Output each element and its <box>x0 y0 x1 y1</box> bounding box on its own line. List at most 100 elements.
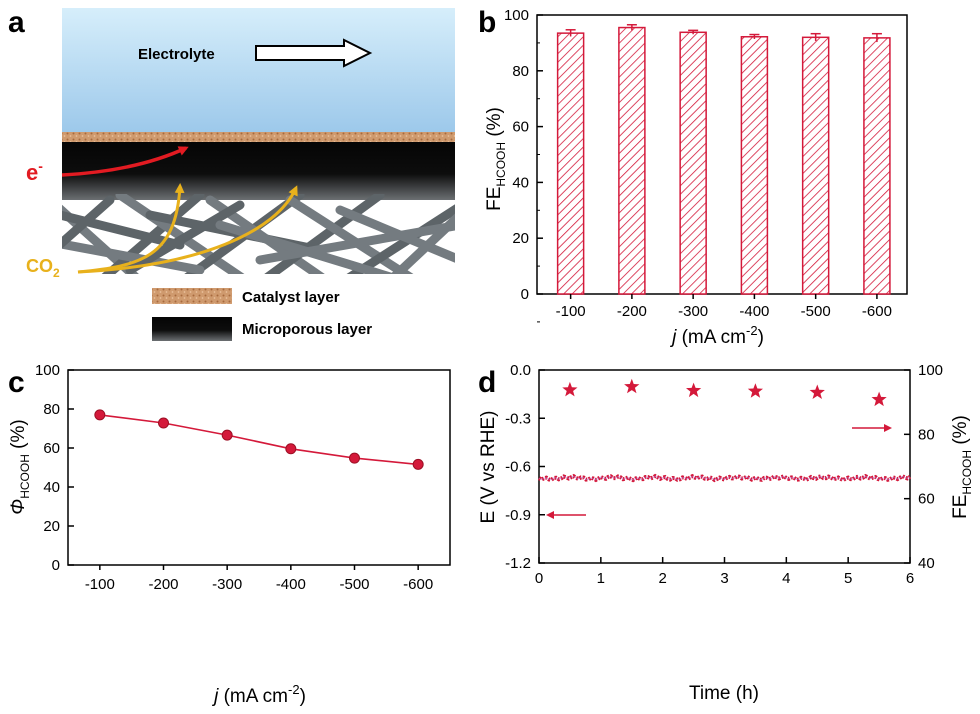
fiber <box>62 195 115 249</box>
panel-label-c: c <box>8 366 25 399</box>
y-tick-label: 40 <box>512 174 529 191</box>
data-point <box>94 409 106 421</box>
left-y-tick-label: -0.3 <box>505 410 531 427</box>
fiber <box>115 194 245 274</box>
chart-d-left-ylabel: E (V vs RHE) <box>478 411 499 524</box>
right-y-tick-label: 100 <box>918 362 943 379</box>
x-tick-label: 6 <box>906 570 914 587</box>
right-y-tick-label: 40 <box>918 555 935 572</box>
potential-trace-highlight <box>538 475 911 481</box>
x-tick-label: 2 <box>658 570 666 587</box>
series-line <box>99 414 419 466</box>
fiber <box>62 210 185 250</box>
chart-c: ΦHCOOH (%) j (mA cm-2) 0 20 40 60 80 100 -100 -… <box>8 362 451 707</box>
fiber <box>125 200 245 274</box>
chart-d-right-ylabel: FEHCOOH (%) <box>950 415 974 519</box>
x-tick-label: 5 <box>844 570 852 587</box>
plot-frame <box>67 369 451 566</box>
x-tick-label: 0 <box>535 570 543 587</box>
x-tick-label: -500 <box>801 303 831 320</box>
x-tick-label: 4 <box>782 570 790 587</box>
y-tick-label: 20 <box>43 518 60 535</box>
right-y-tick-label: 60 <box>918 491 935 508</box>
data-point <box>412 458 424 470</box>
y-tick-label: 60 <box>512 119 529 136</box>
x-tick-label: -600 <box>403 576 433 593</box>
fe-star-point <box>809 384 825 399</box>
bar <box>618 26 646 295</box>
flow-arrow-icon <box>255 38 373 68</box>
microporous-layer <box>62 142 455 200</box>
fe-star-point <box>871 391 887 407</box>
chart-d: E (V vs RHE) FEHCOOH (%) Time (h) -1.2 -0… <box>478 362 974 704</box>
legend-swatch-catalyst <box>152 288 232 304</box>
fiber <box>62 239 205 274</box>
plot-frame <box>536 14 908 295</box>
y-tick-label: 0 <box>52 557 60 574</box>
fiber-substrate <box>62 194 455 274</box>
co2-arrow-2 <box>77 185 298 274</box>
x-tick-label: -400 <box>276 576 306 593</box>
fiber <box>346 204 455 274</box>
y-tick-label: 80 <box>512 63 529 80</box>
fe-star-point <box>747 383 763 398</box>
co2-label: CO2 <box>26 256 60 280</box>
catalyst-layer <box>62 132 455 142</box>
legend-label-catalyst: Catalyst layer <box>242 289 340 306</box>
x-tick-label: -100 <box>85 576 115 593</box>
bar <box>863 37 891 295</box>
x-tick-label: -600 <box>862 303 892 320</box>
schematic: Electrolyte e- CO2 Catalyst layer Microp… <box>26 8 455 341</box>
panel-label-b: b <box>478 6 496 39</box>
y-tick-label: 20 <box>512 230 529 247</box>
x-tick-label: -300 <box>678 303 708 320</box>
fiber <box>390 213 455 274</box>
fe-star-point <box>686 382 702 398</box>
chart-b: FEHCOOH (%) j (mA cm-2) 0 20 40 60 80 100 -100… <box>484 7 908 348</box>
y-tick-label: 0 <box>521 286 529 303</box>
electron-label: e- <box>26 158 43 185</box>
data-point <box>158 417 169 429</box>
chart-c-xlabel: j (mA cm-2) <box>211 682 306 707</box>
fe-star-point <box>562 381 578 397</box>
left-y-tick-label: -0.9 <box>505 507 531 524</box>
fiber <box>264 194 385 274</box>
bar <box>740 36 769 295</box>
data-point <box>285 443 297 455</box>
chart-c-ylabel: ΦHCOOH (%) <box>8 419 32 514</box>
panel-label-a: a <box>8 6 25 39</box>
bar <box>679 31 707 295</box>
x-tick-label: 1 <box>597 570 605 587</box>
legend-swatch-microporous <box>152 317 232 341</box>
x-tick-label: -200 <box>148 576 178 593</box>
legend-label-microporous: Microporous layer <box>242 321 372 338</box>
x-tick-label: -400 <box>739 303 769 320</box>
data-point <box>349 452 360 464</box>
y-tick-label: 40 <box>43 479 60 496</box>
y-tick-label: 100 <box>35 362 60 379</box>
left-y-tick-label: 0.0 <box>510 362 531 379</box>
chart-b-ylabel: FEHCOOH (%) <box>484 107 508 211</box>
bar <box>801 36 830 295</box>
fiber <box>335 205 455 263</box>
left-y-tick-label: -0.6 <box>505 459 531 476</box>
right-y-tick-label: 80 <box>918 426 935 443</box>
x-tick-label: -300 <box>212 576 242 593</box>
y-tick-label: 60 <box>43 440 60 457</box>
electrolyte-label: Electrolyte <box>138 46 215 63</box>
x-tick-label: -500 <box>339 576 369 593</box>
fiber <box>101 194 205 274</box>
chart-b-xlabel: j (mA cm-2) <box>669 323 764 348</box>
electron-arrow <box>61 146 189 177</box>
fiber <box>255 221 455 265</box>
left-y-tick-label: -1.2 <box>505 555 531 572</box>
chart-d-xlabel: Time (h) <box>689 683 759 704</box>
x-tick-label: -100 <box>556 303 586 320</box>
panel-label-d: d <box>478 366 496 399</box>
x-tick-label: -200 <box>617 303 647 320</box>
y-tick-label: 80 <box>43 401 60 418</box>
bar <box>556 32 585 295</box>
y-tick-label: 100 <box>504 7 529 24</box>
electrolyte-region <box>62 8 455 134</box>
